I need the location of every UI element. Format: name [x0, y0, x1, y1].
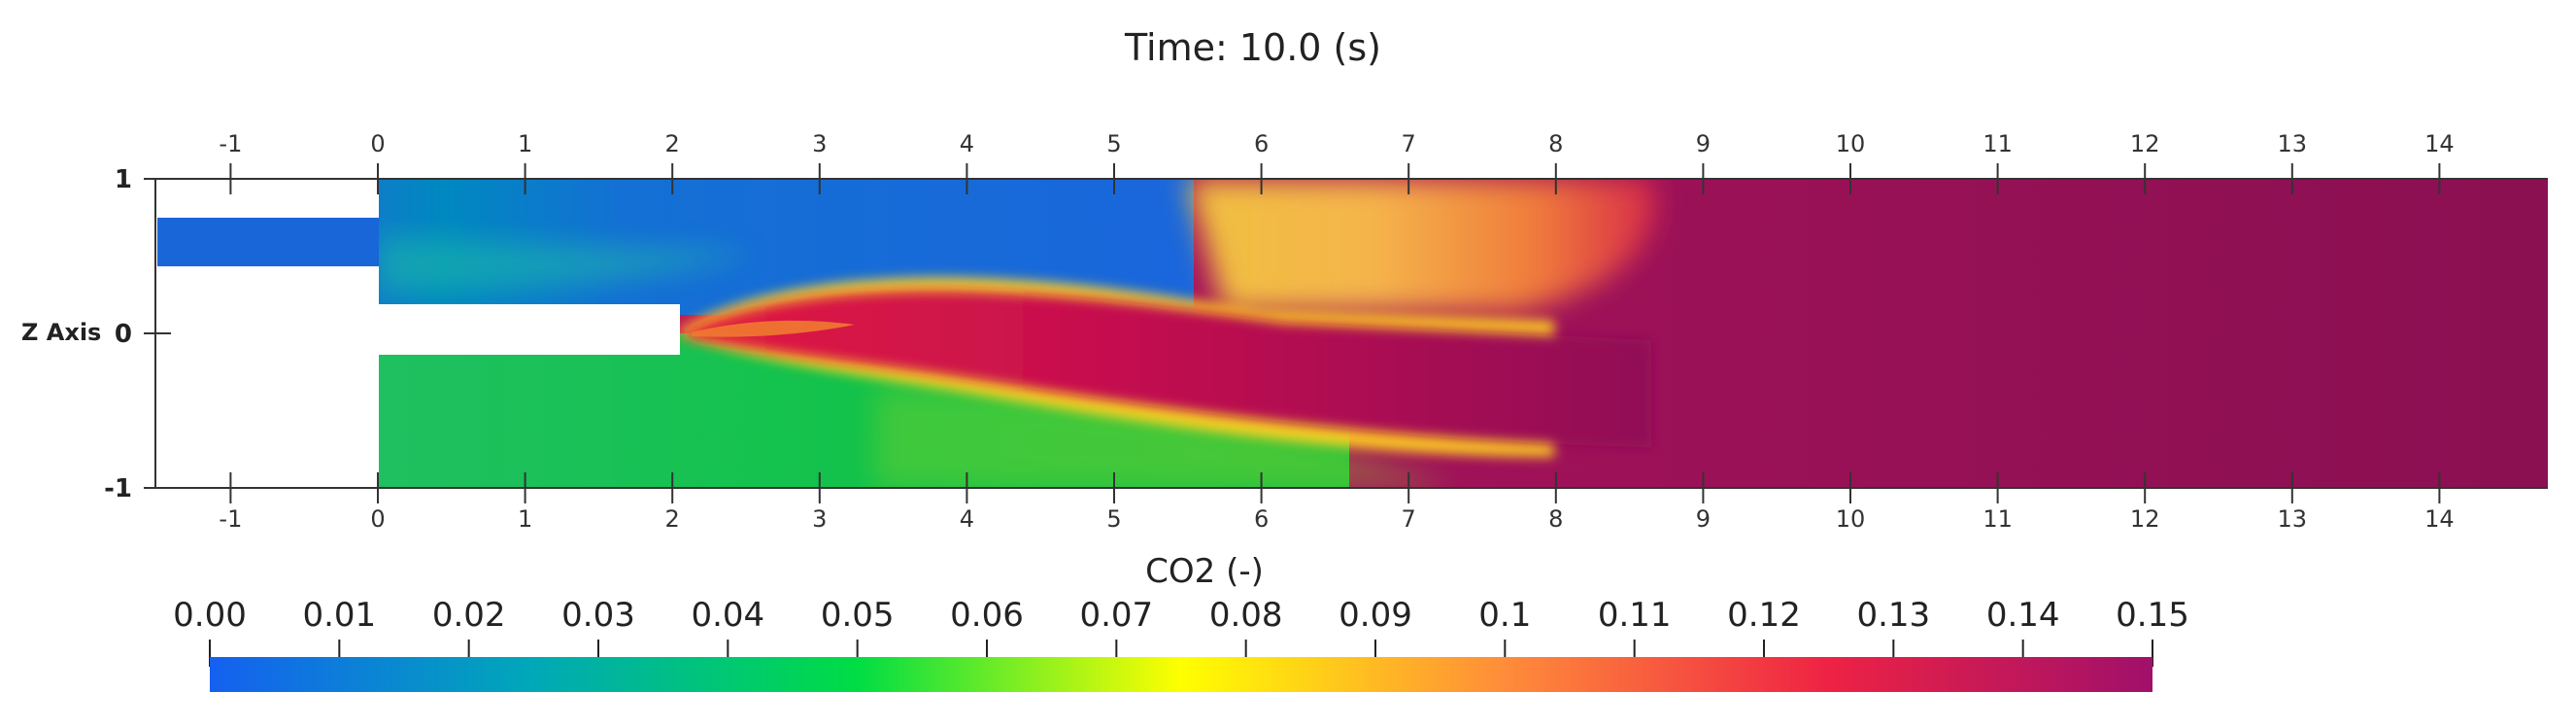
x-tick-label-bottom: 3 [812, 505, 827, 533]
colorbar-tick-label: 0.11 [1598, 596, 1672, 635]
colorbar-tick-label: 0.13 [1856, 596, 1930, 635]
upper-inlet-jet [157, 218, 379, 266]
x-tick-label-bottom: 6 [1254, 505, 1269, 533]
x-tick-label-bottom: 13 [2278, 505, 2308, 533]
x-tick-label-bottom: 7 [1402, 505, 1416, 533]
x-tick-label-bottom: 0 [370, 505, 385, 533]
region-flame-core [685, 291, 1651, 447]
x-tick-label-top: 13 [2278, 130, 2308, 157]
z-ticks: -1 0 1 [104, 165, 171, 503]
colorbar-tick-label: 0.04 [691, 596, 764, 635]
center-body [155, 304, 680, 355]
upper-inlet-gap-bottom [155, 266, 379, 304]
x-ticks-bottom: -1 0 1 2 3 4 5 6 7 8 9 10 11 12 13 14 [217, 472, 2455, 533]
colorbar-tick-label: 0.1 [1478, 596, 1531, 635]
colorbar-tick-label: 0.15 [2116, 596, 2189, 635]
lower-inlet-block [155, 355, 379, 488]
colorbar-tick-label: 0.03 [561, 596, 635, 635]
x-tick-label-bottom: 1 [518, 505, 532, 533]
x-tick-label-bottom: 9 [1696, 505, 1711, 533]
z-tick-label: 1 [115, 165, 132, 194]
x-tick-label-bottom: 10 [1836, 505, 1866, 533]
colorbar [210, 657, 2152, 692]
x-tick-label-bottom: 2 [665, 505, 680, 533]
x-tick-label-top: 5 [1106, 130, 1121, 157]
colorbar-title: CO2 (-) [1145, 552, 1264, 591]
colorbar-tick-label: 0.06 [950, 596, 1024, 635]
x-tick-label-top: 7 [1402, 130, 1416, 157]
x-tick-label-bottom: 11 [1983, 505, 2013, 533]
x-tick-label-bottom: 4 [960, 505, 974, 533]
x-tick-label-top: -1 [219, 130, 242, 157]
x-tick-label-top: 8 [1548, 130, 1563, 157]
x-tick-label-bottom: 5 [1106, 505, 1121, 533]
x-tick-label-top: 12 [2130, 130, 2160, 157]
region-plume [1187, 179, 1655, 311]
region-upper-green-band [378, 237, 758, 292]
x-tick-label-top: 6 [1254, 130, 1269, 157]
x-tick-label-top: 0 [370, 130, 385, 157]
x-tick-label-top: 3 [812, 130, 827, 157]
x-tick-label-top: 1 [518, 130, 532, 157]
x-tick-label-bottom: 12 [2130, 505, 2160, 533]
colorbar-tick-label: 0.08 [1209, 596, 1283, 635]
colorbar-tick-label: 0.14 [1986, 596, 2060, 635]
x-tick-label-top: 2 [665, 130, 680, 157]
x-tick-label-bottom: 14 [2424, 505, 2455, 533]
x-tick-label-top: 9 [1696, 130, 1711, 157]
colorbar-tick-label: 0.09 [1339, 596, 1412, 635]
colorbar-tick-label: 0.07 [1079, 596, 1153, 635]
colorbar-tick-label: 0.01 [302, 596, 376, 635]
x-tick-label-top: 10 [1836, 130, 1866, 157]
x-ticks-top: -1 0 1 2 3 4 5 6 7 8 9 10 11 12 13 14 [217, 130, 2455, 194]
region-lower-transition [874, 389, 1457, 488]
z-tick-label: -1 [104, 474, 132, 503]
colorbar-ticks: 0.00 0.01 0.02 0.03 0.04 0.05 0.06 0.07 0.08 0.09… [173, 596, 2189, 667]
x-tick-label-top: 11 [1983, 130, 2013, 157]
x-tick-label-top: 4 [960, 130, 974, 157]
x-tick-label-bottom: 8 [1548, 505, 1563, 533]
colorbar-tick-label: 0.02 [432, 596, 506, 635]
plot-title: Time: 10.0 (s) [1124, 26, 1381, 69]
region-flame-inner [692, 320, 855, 337]
upper-inlet-gap-top [155, 179, 379, 218]
x-tick-label-bottom: -1 [219, 505, 242, 533]
colorbar-tick-label: 0.05 [821, 596, 895, 635]
co2-field [378, 179, 2548, 488]
z-axis-label: Z Axis [21, 319, 101, 346]
colorbar-tick-label: 0.12 [1727, 596, 1801, 635]
geometry-mask [155, 179, 680, 488]
z-tick-label: 0 [115, 320, 132, 349]
colorbar-tick-label: 0.00 [173, 596, 247, 635]
x-tick-label-top: 14 [2424, 130, 2455, 157]
